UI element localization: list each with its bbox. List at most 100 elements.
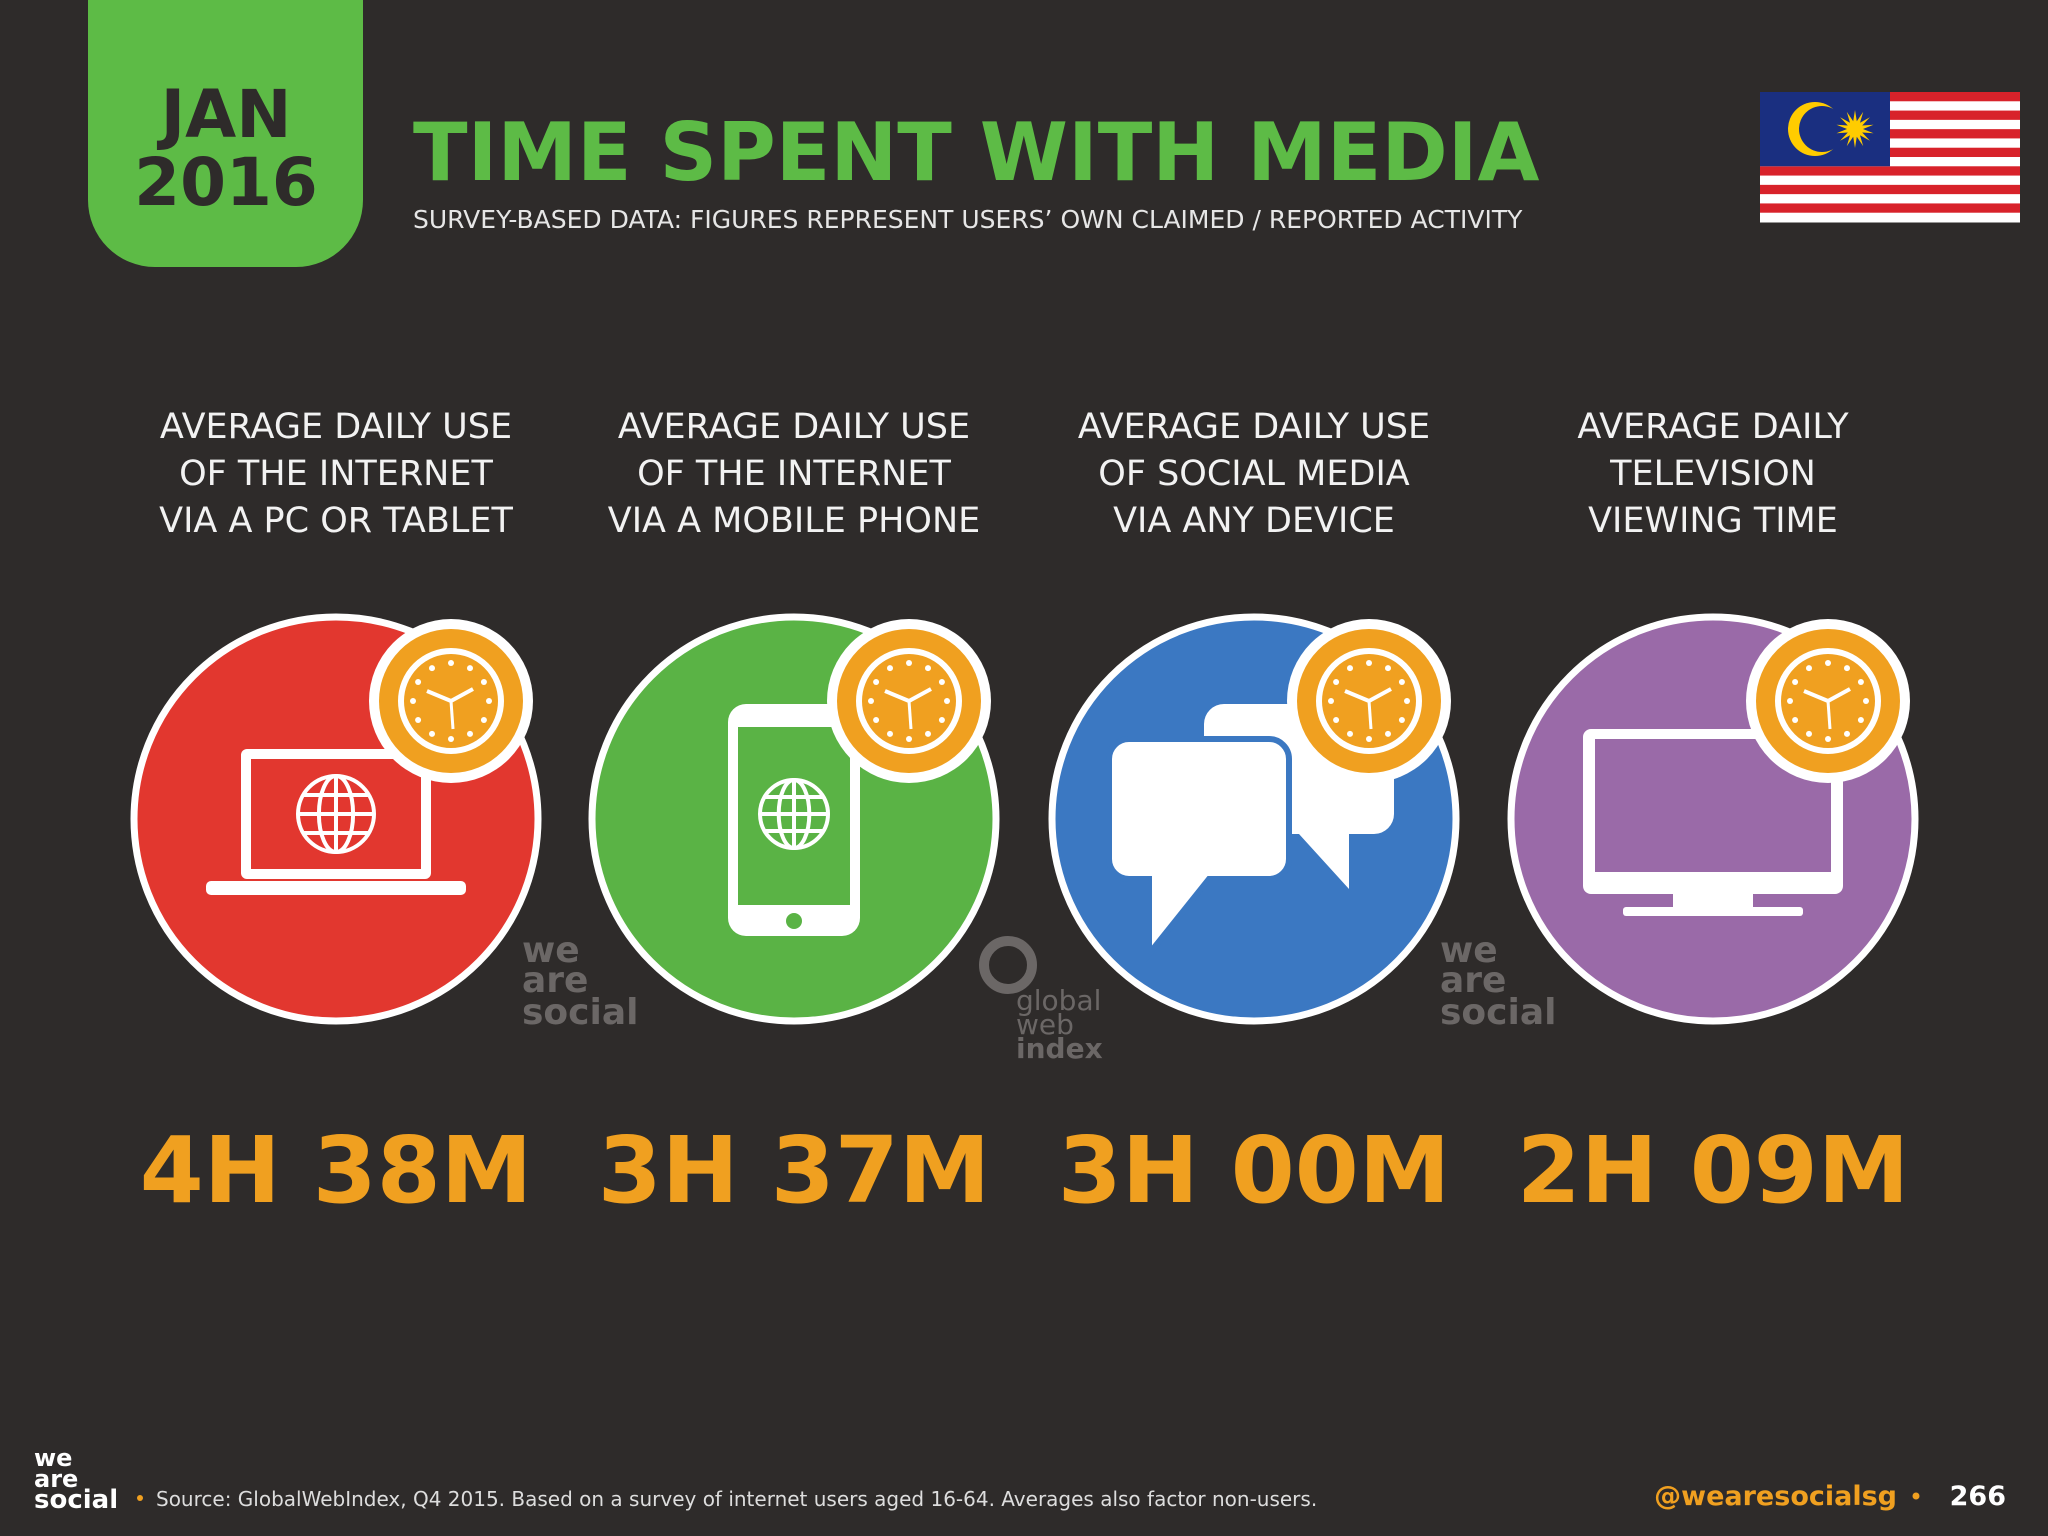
watermark-text: global	[1016, 984, 1101, 1017]
clock-hand	[426, 689, 452, 703]
laptop-base	[206, 881, 466, 895]
clock-hand	[1368, 687, 1392, 703]
clock-dot	[925, 730, 931, 737]
title: TIME SPENT WITH MEDIA	[413, 106, 1540, 199]
watermark-text: social	[522, 992, 638, 1033]
bullet	[137, 1495, 143, 1501]
watermark-text: are	[1440, 960, 1506, 1001]
clock-dot	[1857, 679, 1864, 685]
watermark-text: web	[1016, 1008, 1074, 1041]
card-label: AVERAGE DAILY	[1577, 407, 1849, 447]
footer-logo: are	[34, 1465, 78, 1493]
flag-stripe	[1760, 212, 2020, 223]
clock-dot	[1787, 698, 1793, 704]
clock-dot	[429, 665, 435, 672]
card: AVERAGE DAILY TELEVISION VIEWING TIME 2H 09…	[1507, 407, 1919, 1224]
clock-dot	[873, 717, 880, 723]
clock-dot	[868, 698, 874, 704]
card-label: OF THE INTERNET	[637, 454, 951, 494]
card: AVERAGE DAILY USE OF SOCIAL MEDIA VIA ANY …	[1048, 407, 1460, 1224]
clock-dot	[1844, 665, 1850, 672]
flag-stripe	[1760, 194, 2020, 204]
clock-dot	[1844, 730, 1850, 737]
clock-dot	[1825, 736, 1831, 742]
clock-dot	[1366, 660, 1372, 666]
clock-dot	[1863, 698, 1869, 704]
clock-dot	[1404, 698, 1410, 704]
clock-hand	[1344, 689, 1370, 703]
clock-dot	[906, 660, 912, 666]
footer: we are social Source: GlobalWebIndex, Q4…	[34, 1444, 2006, 1515]
clock-dot	[1825, 660, 1831, 666]
clock-dot	[448, 660, 454, 666]
card-label: OF SOCIAL MEDIA	[1098, 454, 1409, 494]
clock-dot	[1792, 679, 1799, 685]
card-value: 4H 38M	[140, 1117, 533, 1224]
watermark-text: we	[522, 930, 580, 971]
clock-dot	[429, 730, 435, 737]
card-value: 2H 09M	[1517, 1117, 1910, 1224]
clock-dot	[938, 717, 945, 723]
clock-dot	[415, 679, 422, 685]
card-label: AVERAGE DAILY USE	[1078, 407, 1430, 447]
watermark-text: index	[1016, 1032, 1103, 1065]
clock-dot	[486, 698, 492, 704]
clock-hand	[884, 689, 910, 703]
card-label: TELEVISION	[1609, 454, 1816, 494]
footer-logo: social	[34, 1485, 118, 1515]
clock-hand	[1826, 700, 1832, 730]
clock-ring	[856, 648, 962, 754]
watermark-text: social	[1440, 992, 1556, 1033]
clock-dot	[1333, 717, 1340, 723]
clock-hand	[450, 687, 474, 703]
clock-hand	[1367, 700, 1373, 730]
card-label: VIA ANY DEVICE	[1113, 501, 1395, 541]
card-label: AVERAGE DAILY USE	[618, 407, 970, 447]
date-year: 2016	[134, 144, 318, 221]
card: AVERAGE DAILY USE OF THE INTERNET VIA A PC…	[130, 407, 542, 1224]
tv-stand	[1673, 894, 1753, 909]
watermark-text: are	[522, 960, 588, 1001]
source: Source: GlobalWebIndex, Q4 2015. Based o…	[156, 1487, 1317, 1511]
flag-star	[1836, 110, 1874, 148]
clock-dot	[415, 717, 422, 723]
card-label: VIEWING TIME	[1588, 501, 1838, 541]
clock-ring	[1775, 648, 1881, 754]
clock-dot	[1806, 730, 1812, 737]
clock-hand	[908, 687, 932, 703]
phone-button	[786, 913, 802, 929]
clock-dot	[467, 665, 473, 672]
flag-stripe	[1760, 175, 2020, 186]
clock-dot	[467, 730, 473, 737]
card-value: 3H 37M	[598, 1117, 991, 1224]
flag-stripe	[1760, 166, 2020, 177]
flag	[1760, 92, 2020, 223]
clock-dot	[448, 736, 454, 742]
clock-dot	[1347, 665, 1353, 672]
clock-dot	[1792, 717, 1799, 723]
clock-dot	[1347, 730, 1353, 737]
clock-hand	[907, 700, 913, 730]
page-number: 266	[1950, 1481, 2006, 1512]
clock-dot	[1366, 736, 1372, 742]
gwi-logo	[979, 936, 1037, 994]
card-label: AVERAGE DAILY USE	[160, 407, 512, 447]
clock-dot	[938, 679, 945, 685]
clock-dot	[1398, 679, 1405, 685]
speech-bubble	[1106, 736, 1292, 963]
clock-dot	[1398, 717, 1405, 723]
card: AVERAGE DAILY USE OF THE INTERNET VIA A MO…	[588, 407, 1000, 1224]
clock-dot	[1385, 665, 1391, 672]
clock-dot	[906, 736, 912, 742]
flag-stripe	[1760, 203, 2020, 214]
card-value: 3H 00M	[1058, 1117, 1451, 1224]
card-label: VIA A MOBILE PHONE	[608, 501, 981, 541]
clock-dot	[480, 679, 487, 685]
flag-crescent-cut	[1799, 106, 1845, 152]
clock-dot	[1806, 665, 1812, 672]
flag-stripe	[1760, 184, 2020, 195]
clock-dot	[887, 665, 893, 672]
clock-dot	[1333, 679, 1340, 685]
clock-ring	[1316, 648, 1422, 754]
